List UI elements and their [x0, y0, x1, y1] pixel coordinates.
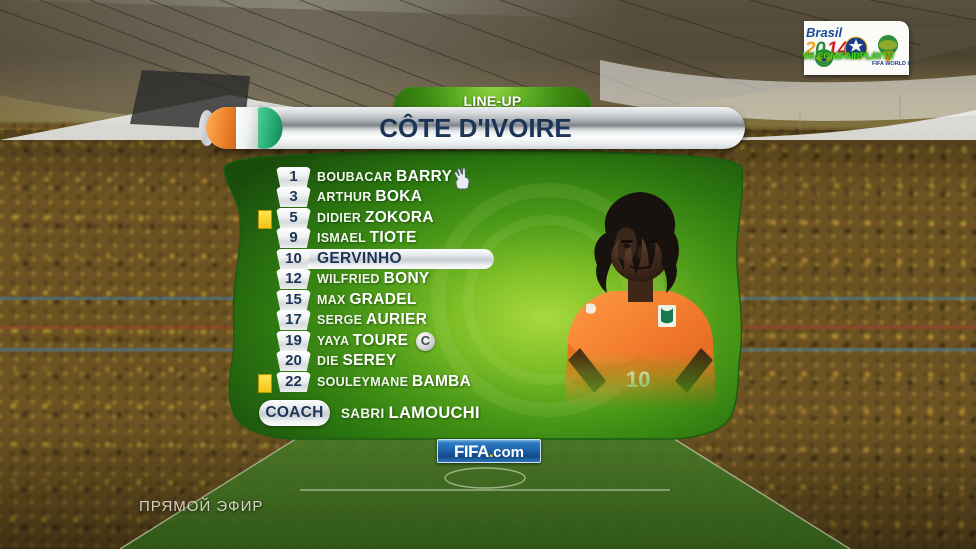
svg-text:Brasil: Brasil	[806, 25, 843, 40]
svg-text:10: 10	[626, 367, 650, 392]
